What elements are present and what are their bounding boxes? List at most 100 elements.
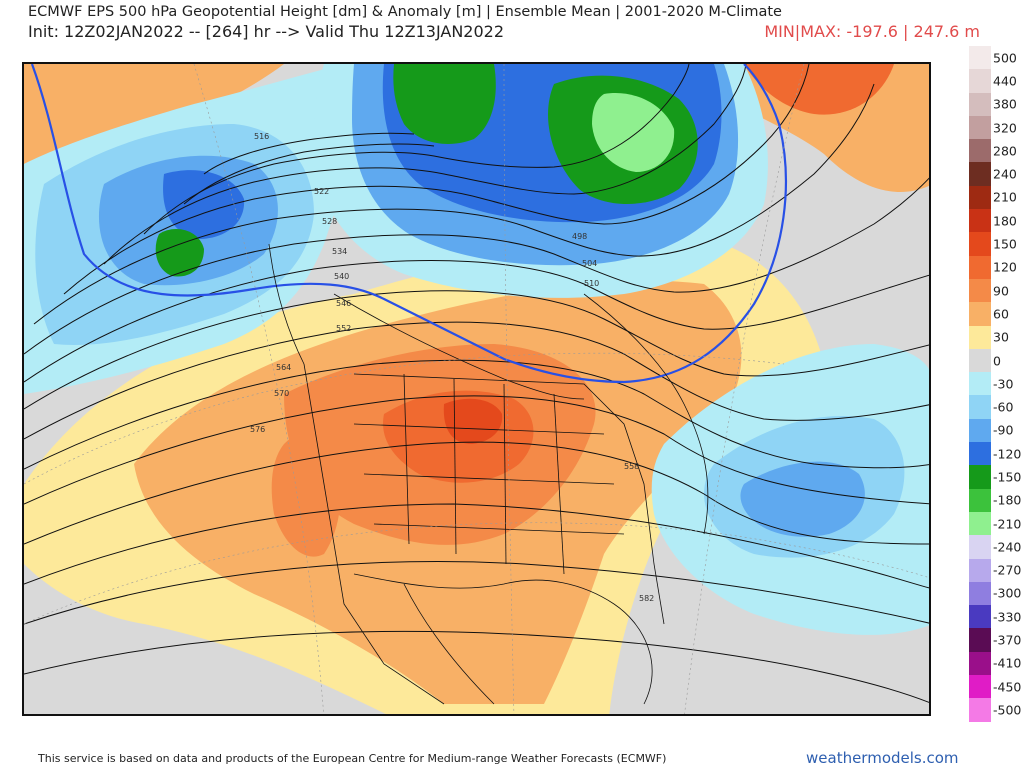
colorbar-entry: 210 xyxy=(969,185,1019,210)
colorbar-label: 30 xyxy=(993,329,1009,345)
colorbar-swatch xyxy=(969,581,991,606)
colorbar-entry: 320 xyxy=(969,115,1019,140)
colorbar-label: -410 xyxy=(993,655,1022,671)
contour-label-564: 564 xyxy=(276,363,291,372)
colorbar-entry: 0 xyxy=(969,348,1019,373)
colorbar-swatch xyxy=(969,115,991,140)
colorbar-swatch xyxy=(969,209,991,233)
colorbar-label: -270 xyxy=(993,562,1022,578)
contour-label-570: 570 xyxy=(274,389,289,398)
colorbar-label: 240 xyxy=(993,166,1017,182)
colorbar-swatch xyxy=(969,162,991,186)
colorbar-entry: -210 xyxy=(969,511,1022,536)
contour-label-504: 504 xyxy=(582,259,597,268)
colorbar-swatch xyxy=(969,465,991,489)
colorbar-entry: 150 xyxy=(969,232,1019,256)
colorbar-entry: -90 xyxy=(969,418,1019,443)
anomaly-greenland-lightgreen xyxy=(592,93,675,172)
colorbar-entry: 440 xyxy=(969,69,1019,93)
colorbar-label: -120 xyxy=(993,446,1022,462)
colorbar-swatch xyxy=(969,605,991,629)
colorbar-entry: -270 xyxy=(969,558,1022,582)
colorbar-label: 210 xyxy=(993,189,1017,205)
chart-title: ECMWF EPS 500 hPa Geopotential Height [d… xyxy=(28,4,782,20)
colorbar-entry: 280 xyxy=(969,139,1019,163)
colorbar-label: 500 xyxy=(993,50,1017,66)
colorbar-label: -240 xyxy=(993,539,1022,555)
colorbar-entry: -410 xyxy=(969,651,1022,676)
colorbar-swatch xyxy=(969,232,991,256)
anomaly-pacific-green xyxy=(155,229,204,277)
colorbar-entry: 240 xyxy=(969,162,1019,186)
colorbar-entry: -150 xyxy=(969,465,1022,489)
anomaly-top-right-deep xyxy=(744,64,894,115)
contour-label-546: 546 xyxy=(336,299,351,308)
graticule xyxy=(24,64,929,714)
colorbar-entry: 90 xyxy=(969,278,1019,303)
colorbar-swatch xyxy=(969,651,991,676)
colorbar-label: -90 xyxy=(993,422,1014,438)
colorbar-entry: -500 xyxy=(969,698,1021,722)
colorbar-swatch xyxy=(969,92,991,116)
contour-label-540: 540 xyxy=(334,272,349,281)
anomaly-arctic-green xyxy=(393,64,496,144)
colorbar-entry: 500 xyxy=(969,46,1019,70)
colorbar-label: -450 xyxy=(993,679,1022,695)
colorbar-label: 380 xyxy=(993,96,1017,112)
colorbar-swatch xyxy=(969,302,991,326)
colorbar-label: 0 xyxy=(993,353,1001,368)
colorbar-swatch xyxy=(969,395,991,419)
contour-label-552: 552 xyxy=(336,324,351,333)
anomaly-atlantic-mid xyxy=(740,461,865,537)
colorbar-swatch xyxy=(969,535,991,559)
colorbar-swatch xyxy=(969,325,991,349)
colorbar-label: 90 xyxy=(993,283,1009,299)
colorbar-swatch xyxy=(969,185,991,210)
colorbar-entry: 120 xyxy=(969,255,1019,279)
colorbar-label: -210 xyxy=(993,516,1022,532)
colorbar-entry: -330 xyxy=(969,605,1022,629)
colorbar-entry: -300 xyxy=(969,581,1022,606)
height-contours xyxy=(24,64,929,703)
colorbar-entry: -370 xyxy=(969,628,1021,652)
min-max-readout: MIN|MAX: -197.6 | 247.6 m xyxy=(764,22,980,41)
anomaly-red-core xyxy=(443,398,503,444)
colorbar-entry: -30 xyxy=(969,372,1019,396)
brand-link[interactable]: weathermodels.com xyxy=(806,749,959,767)
colorbar-entry: -450 xyxy=(969,675,1022,699)
colorbar-swatch xyxy=(969,442,991,466)
contour-label-534: 534 xyxy=(332,247,347,256)
colorbar-label: 180 xyxy=(993,213,1017,229)
contour-label-558: 558 xyxy=(624,462,639,471)
colorbar-swatch xyxy=(969,511,991,536)
colorbar-swatch xyxy=(969,628,991,652)
colorbar-label: -330 xyxy=(993,609,1022,625)
forecast-map[interactable]: 516 522 528 534 540 546 552 558 564 570 … xyxy=(22,62,931,716)
colorbar-label: -150 xyxy=(993,469,1022,485)
colorbar-swatch xyxy=(969,255,991,279)
colorbar-label: -30 xyxy=(993,376,1014,392)
colorbar-swatch xyxy=(969,139,991,163)
contour-label-576: 576 xyxy=(250,425,265,434)
colorbar-entry: -240 xyxy=(969,535,1022,559)
colorbar-entry: -60 xyxy=(969,395,1019,419)
contour-label-528: 528 xyxy=(322,217,337,226)
colorbar-label: -300 xyxy=(993,585,1022,601)
contour-labels: 516 522 528 534 540 546 552 558 564 570 … xyxy=(250,132,654,603)
colorbar-swatch xyxy=(969,418,991,443)
colorbar-label: -60 xyxy=(993,399,1014,415)
contour-label-516: 516 xyxy=(254,132,269,141)
anomaly-west-orange xyxy=(271,429,341,557)
contour-label-498: 498 xyxy=(572,232,587,241)
colorbar-swatch xyxy=(969,46,991,70)
colorbar-entry: -180 xyxy=(969,488,1021,512)
contour-label-582: 582 xyxy=(639,594,654,603)
colorbar-swatch xyxy=(969,488,991,512)
colorbar-swatch xyxy=(969,372,991,396)
colorbar-swatch xyxy=(969,698,991,722)
colorbar-swatch xyxy=(969,675,991,699)
highlight-contour xyxy=(30,64,787,384)
colorbar-label: 440 xyxy=(993,73,1017,89)
colorbar-swatch xyxy=(969,348,991,373)
colorbar-label: 60 xyxy=(993,306,1009,322)
